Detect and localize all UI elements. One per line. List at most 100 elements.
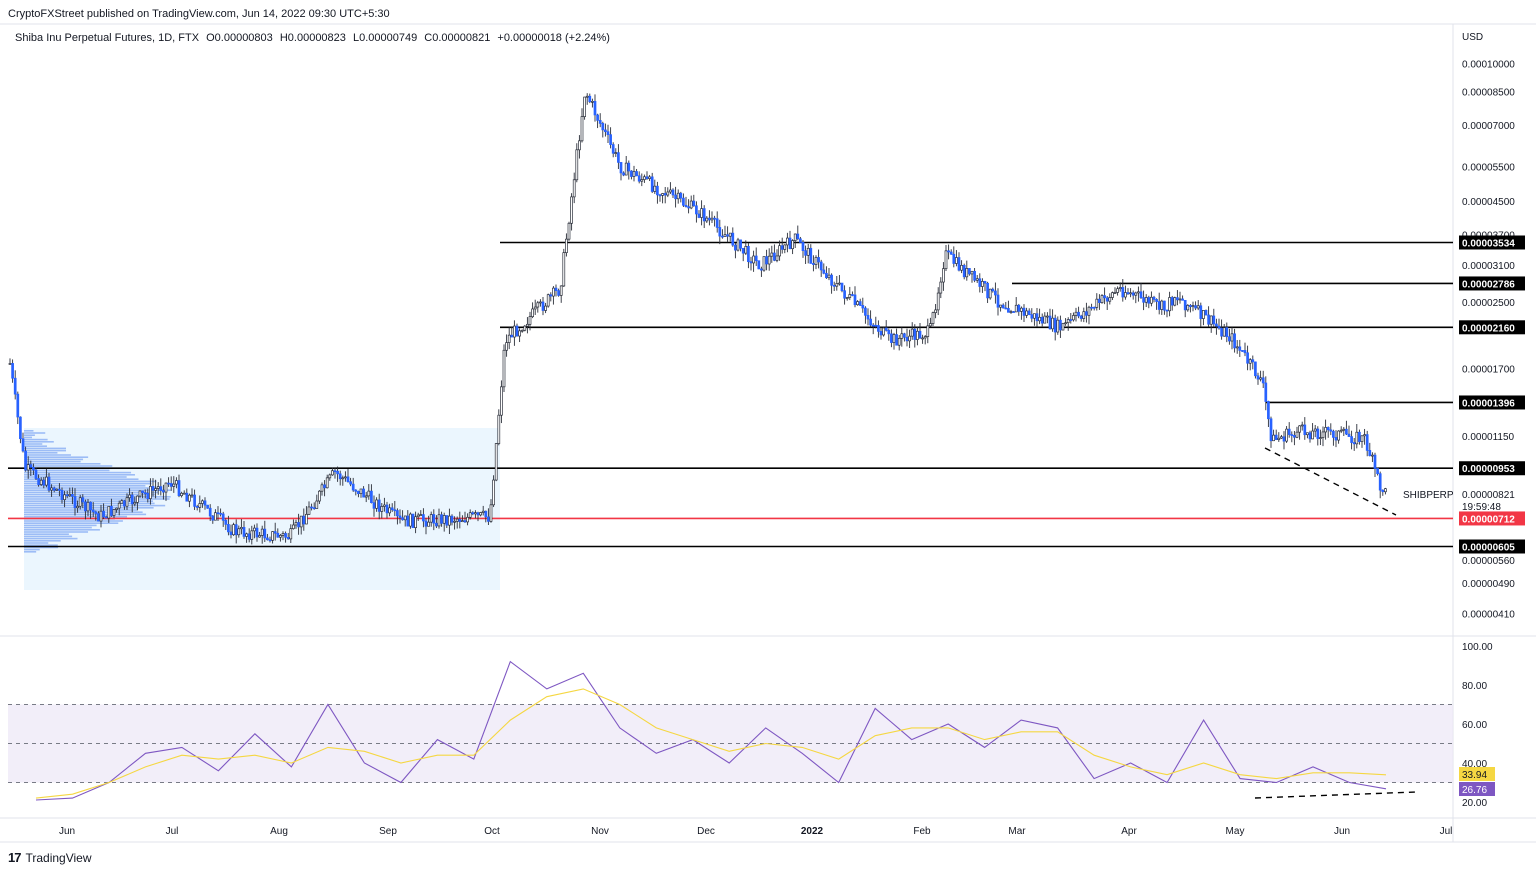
- candle-body: [315, 500, 319, 509]
- candle-body: [1186, 305, 1190, 311]
- candle: [1303, 417, 1307, 440]
- candle-body: [24, 450, 27, 471]
- candle-body: [585, 95, 589, 98]
- candle-body: [258, 535, 261, 538]
- candle: [1152, 295, 1156, 303]
- candle: [627, 160, 631, 180]
- candle-body: [840, 282, 844, 292]
- candle: [253, 524, 256, 539]
- symbol-legend[interactable]: Shiba Inu Perpetual Futures, 1D, FTX O0.…: [15, 32, 614, 44]
- symbol-name[interactable]: Shiba Inu Perpetual Futures, 1D, FTX: [15, 32, 200, 44]
- candle: [715, 211, 719, 233]
- candle: [778, 240, 781, 261]
- tradingview-logo[interactable]: 17 TradingView: [8, 850, 92, 865]
- candle: [338, 470, 342, 486]
- candle: [1243, 342, 1247, 357]
- last-price-label: 0.00000821: [1462, 490, 1515, 501]
- candle: [133, 496, 137, 507]
- candle: [1220, 319, 1223, 340]
- candle-body: [211, 515, 215, 521]
- candle: [240, 519, 243, 535]
- candle: [630, 170, 633, 180]
- candle: [1040, 313, 1044, 327]
- candle: [1261, 370, 1265, 388]
- candle: [489, 499, 493, 523]
- candle: [994, 282, 997, 304]
- candle-body: [1014, 304, 1018, 313]
- candle: [1285, 426, 1288, 443]
- volume-profile-bar: [24, 465, 113, 467]
- candle-body: [1298, 425, 1301, 433]
- candle-body: [1165, 309, 1169, 312]
- candle-body: [195, 506, 199, 508]
- candle: [58, 483, 61, 497]
- candle: [102, 503, 105, 520]
- tradingview-mark-icon: 17: [8, 850, 22, 865]
- candle: [175, 477, 178, 489]
- candle-body: [624, 162, 628, 176]
- candle-body: [1196, 305, 1200, 309]
- candle-body: [154, 488, 157, 491]
- candle-body: [323, 484, 326, 489]
- candle: [1074, 307, 1078, 322]
- candle-body: [858, 301, 862, 306]
- candle-body: [390, 507, 394, 511]
- candle: [1360, 435, 1364, 448]
- candle-body: [468, 512, 472, 518]
- candle-body: [731, 232, 735, 246]
- candle-body: [515, 325, 519, 337]
- candle-body: [1319, 437, 1322, 439]
- candle-body: [263, 528, 267, 539]
- candle-body: [60, 490, 64, 500]
- ohlc-close: C0.00000821: [424, 32, 491, 44]
- candle: [190, 488, 194, 498]
- candle: [500, 380, 503, 424]
- candle: [315, 494, 319, 509]
- candle: [1363, 428, 1366, 445]
- candle-body: [934, 309, 937, 314]
- rsi-value-label: 26.76: [1462, 785, 1487, 796]
- candle-body: [757, 260, 761, 270]
- candle: [73, 488, 77, 516]
- candle-body: [804, 250, 807, 256]
- candle-body: [177, 480, 181, 497]
- candle: [219, 508, 222, 517]
- candle-body: [253, 527, 256, 532]
- candle-body: [377, 499, 381, 512]
- candle: [167, 477, 170, 487]
- candle-body: [338, 473, 342, 480]
- candle-body: [1277, 437, 1281, 440]
- volume-profile-bar: [24, 540, 61, 542]
- candle: [650, 172, 654, 194]
- candle-body: [146, 493, 150, 499]
- candle-body: [424, 520, 428, 527]
- candle: [765, 249, 768, 271]
- candle-body: [398, 515, 402, 519]
- candle: [305, 506, 308, 525]
- candle: [1352, 437, 1356, 451]
- level-label: 0.00000953: [1462, 464, 1515, 475]
- candle: [695, 201, 698, 223]
- candle-body: [461, 520, 464, 523]
- candle-body: [1157, 301, 1161, 310]
- candle-body: [406, 515, 410, 527]
- candle-body: [463, 520, 467, 523]
- candle-body: [1222, 327, 1226, 337]
- level-label-box: [1459, 461, 1525, 476]
- candle-body: [151, 485, 155, 491]
- candle-body: [71, 494, 74, 497]
- candle-body: [1181, 298, 1184, 301]
- candle: [1168, 291, 1171, 317]
- candle-body: [271, 531, 274, 541]
- candle: [143, 489, 147, 499]
- candle-body: [372, 502, 376, 509]
- candle: [107, 505, 111, 523]
- candle-body: [143, 492, 147, 495]
- candle: [266, 533, 269, 541]
- candle-body: [1209, 315, 1213, 325]
- candle: [1282, 431, 1286, 450]
- candle: [760, 266, 763, 277]
- candle-body: [1103, 295, 1106, 299]
- candle-body: [996, 294, 1000, 308]
